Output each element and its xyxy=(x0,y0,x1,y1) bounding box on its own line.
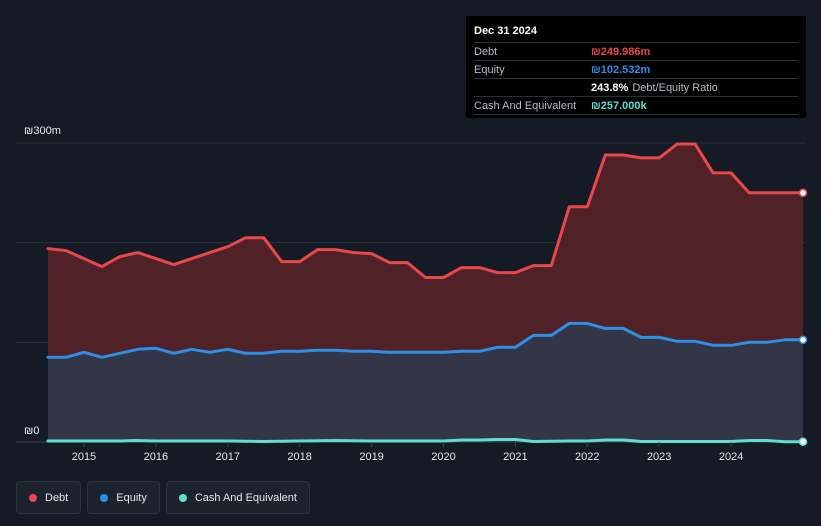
x-tick-label: 2020 xyxy=(431,451,455,463)
tooltip-row-debt: Debt ₪249.986m xyxy=(474,43,798,61)
x-tick-label: 2021 xyxy=(503,451,527,463)
debt-dot-icon xyxy=(29,493,37,502)
tooltip-row-equity: Equity ₪102.532m xyxy=(474,61,798,79)
legend-item-cash[interactable]: Cash And Equivalent xyxy=(165,481,310,514)
legend-item-debt[interactable]: Debt xyxy=(16,481,82,514)
data-tooltip: Dec 31 2024 Debt ₪249.986m Equity ₪102.5… xyxy=(466,16,806,118)
tooltip-date: Dec 31 2024 xyxy=(474,24,798,43)
tooltip-row-ratio: 243.8% Debt/Equity Ratio xyxy=(474,79,798,97)
legend-label: Cash And Equivalent xyxy=(194,491,297,504)
tooltip-value: ₪249.986m xyxy=(591,45,651,58)
x-tick-label: 2017 xyxy=(216,451,240,463)
cash-dot-icon xyxy=(178,493,187,502)
chart-legend: Debt Equity Cash And Equivalent xyxy=(16,481,310,514)
x-tick-label: 2022 xyxy=(575,451,599,463)
series-line xyxy=(46,321,805,359)
tooltip-row-cash: Cash And Equivalent ₪257.000k xyxy=(474,97,798,115)
tooltip-value: 243.8% xyxy=(591,81,629,94)
tooltip-label: Equity xyxy=(474,63,505,76)
series-endpoint xyxy=(798,437,808,446)
series-endpoint xyxy=(798,188,808,198)
x-tick-label: 2018 xyxy=(287,451,311,463)
x-tick-label: 2019 xyxy=(359,451,383,463)
equity-dot-icon xyxy=(100,493,109,502)
tooltip-value: ₪102.532m xyxy=(591,63,651,76)
legend-label: Debt xyxy=(45,491,69,504)
tooltip-value: ₪257.000k xyxy=(591,99,647,112)
tooltip-label: Debt xyxy=(474,45,498,58)
series-line xyxy=(46,438,805,444)
tooltip-extra: Debt/Equity Ratio xyxy=(632,81,718,94)
series-area xyxy=(48,323,803,442)
tooltip-label: Cash And Equivalent xyxy=(474,99,577,112)
x-tick-label: 2023 xyxy=(647,451,671,463)
x-tick-label: 2016 xyxy=(144,451,168,463)
x-tick-label: 2015 xyxy=(72,451,96,463)
series-line xyxy=(46,142,805,279)
legend-item-equity[interactable]: Equity xyxy=(87,481,160,514)
x-tick-label: 2024 xyxy=(719,451,743,463)
series-endpoint xyxy=(798,335,808,345)
y-axis-top-label: ₪300m xyxy=(24,125,61,137)
y-axis-bottom-label: ₪0 xyxy=(24,425,40,437)
legend-label: Equity xyxy=(116,491,147,504)
